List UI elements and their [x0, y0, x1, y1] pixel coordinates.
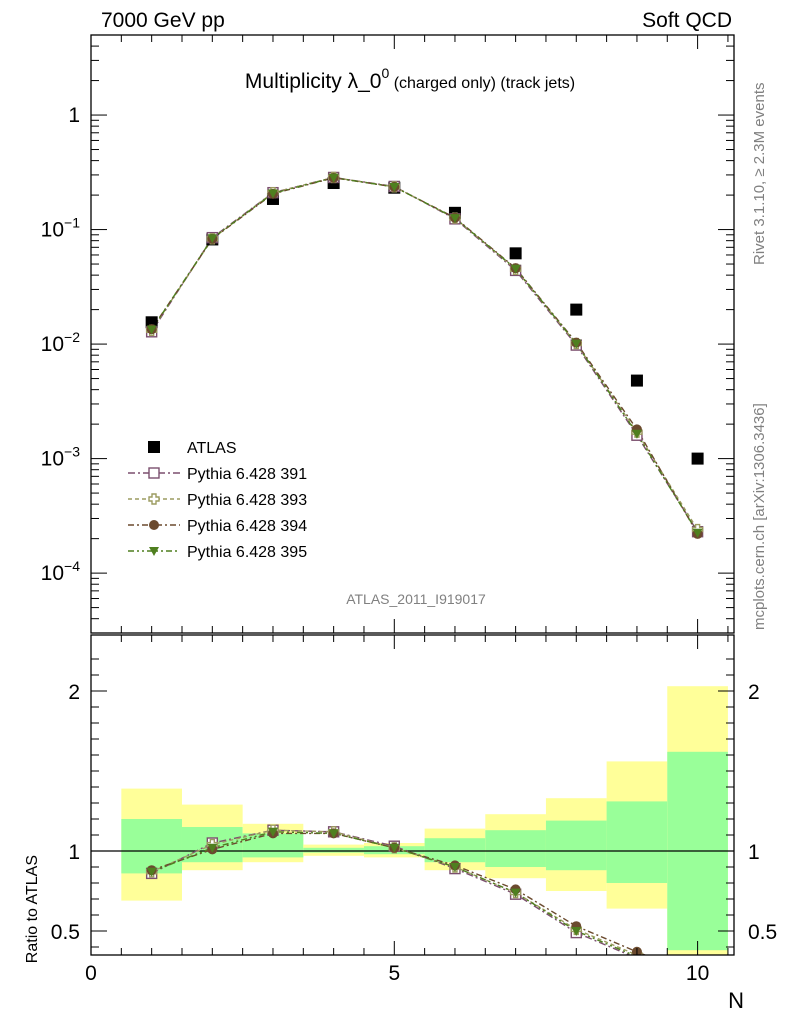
ratio-y-tick-label-2: 2: [68, 681, 80, 704]
ratio-band-green: [424, 838, 486, 863]
legend-label-pythia-6-428-393: Pythia 6.428 393: [187, 492, 307, 509]
title-main: Multiplicity λ_0: [245, 70, 382, 93]
data-point-atlas-10: [691, 452, 704, 465]
data-point-pythia-6-428-395-6: [449, 214, 460, 224]
ratio-panel-frame: [90, 634, 735, 956]
y-tick-label-1e-3: 10−3: [41, 444, 81, 471]
y-tick-label-1e-2: 10−2: [41, 329, 81, 356]
ratio-point-pythia-6-428-395-6: [449, 863, 460, 872]
ratio-uncertainty-bands: [121, 686, 728, 955]
data-point-atlas-9: [630, 374, 643, 387]
rivet-label: Rivet 3.1.10, ≥ 2.3M events: [751, 83, 768, 266]
ratio-band-green: [485, 830, 546, 867]
ratio-y-tick-label-right-2: 2: [748, 681, 760, 704]
header-right: Soft QCD: [642, 9, 732, 32]
ratio-point-pythia-6-428-395-8: [571, 927, 582, 936]
legend-marker-atlas: [148, 441, 160, 453]
ratio-point-pythia-6-428-395-7: [510, 888, 521, 898]
data-point-pythia-6-428-395-9: [631, 429, 642, 439]
data-point-pythia-6-428-395-7: [510, 264, 521, 274]
data-point-pythia-6-428-395-4: [328, 173, 339, 183]
analysis-watermark: ATLAS_2011_I919017: [346, 591, 486, 607]
ratio-y-tick-label-0.5: 0.5: [51, 921, 80, 944]
ratio-series-group: [145, 824, 647, 955]
legend: ATLAS Pythia 6.428 391 Pythia 6.428 393 Pyt…: [128, 440, 307, 561]
legend-label-pythia-6-428-394: Pythia 6.428 394: [187, 518, 307, 535]
data-point-pythia-6-428-395-5: [389, 182, 400, 192]
ratio-point-pythia-6-428-395-5: [389, 843, 400, 853]
x-tick-label-0: 0: [85, 962, 97, 985]
data-point-pythia-6-428-395-3: [267, 189, 278, 199]
title-suffix: (charged only) (track jets): [389, 75, 575, 92]
data-point-pythia-6-428-395-8: [571, 339, 582, 349]
y-tick-label-1e-4: 10−4: [41, 558, 81, 585]
data-point-pythia-6-428-395-1: [146, 325, 157, 335]
mcplots-label: mcplots.cern.ch [arXiv:1306.3436]: [751, 403, 768, 630]
x-tick-label-10: 10: [686, 962, 709, 985]
data-point-atlas-7: [509, 247, 522, 260]
legend-marker-pythia-6-428-393: [148, 493, 160, 505]
ratio-line-pythia-6-428-394: [151, 832, 647, 955]
ratio-line-pythia-6-428-393: [151, 829, 640, 955]
x-axis-label: N: [728, 988, 744, 1013]
legend-label-pythia-6-428-395: Pythia 6.428 395: [187, 544, 307, 561]
legend-label-pythia-6-428-391: Pythia 6.428 391: [187, 466, 307, 483]
ratio-band-green: [303, 847, 364, 853]
data-point-pythia-6-428-395-10: [692, 528, 703, 538]
legend-marker-pythia-6-428-394: [149, 520, 159, 530]
ratio-y-tick-label-right-0.5: 0.5: [748, 921, 777, 944]
title-sup: 0: [381, 65, 389, 81]
ratio-band-green: [606, 801, 668, 883]
data-point-atlas-8: [570, 303, 583, 316]
series-line-pythia-6-428-394: [151, 177, 699, 535]
y-tick-label-1e-1: 10−1: [41, 215, 81, 242]
chart-title: Multiplicity λ_00 (charged only) (track …: [245, 65, 575, 93]
ratio-band-green: [545, 820, 607, 871]
axes-group: 0 5 100.5 0.51 12 2: [51, 34, 777, 985]
ratio-y-tick-label-1: 1: [68, 841, 80, 864]
legend-marker-pythia-6-428-391: [148, 467, 160, 479]
main-series-group: [145, 171, 704, 539]
legend-marker-pythia-6-428-395: [149, 547, 159, 556]
header-left: 7000 GeV pp: [101, 9, 225, 32]
legend-label-atlas: ATLAS: [187, 440, 237, 457]
main-panel-frame: [90, 34, 735, 634]
ratio-point-pythia-6-428-395-4: [328, 829, 339, 839]
ratio-line-pythia-6-428-391: [151, 829, 632, 955]
ratio-point-pythia-6-428-395-1: [146, 867, 157, 877]
ratio-y-tick-label-right-1: 1: [748, 841, 760, 864]
ratio-point-pythia-6-428-395-3: [267, 827, 278, 837]
data-point-pythia-6-428-395-2: [207, 234, 218, 244]
ratio-line-pythia-6-428-395: [151, 831, 635, 955]
series-line-pythia-6-428-395: [151, 176, 699, 534]
main-y-tick-labels: 1 10−1 10−2 10−3 10−4: [41, 104, 81, 585]
y-tick-label-1: 1: [68, 104, 80, 127]
ratio-point-pythia-6-428-395-2: [207, 843, 218, 853]
x-tick-label-5: 5: [388, 962, 400, 985]
ratio-y-axis-label: Ratio to ATLAS: [24, 855, 41, 963]
